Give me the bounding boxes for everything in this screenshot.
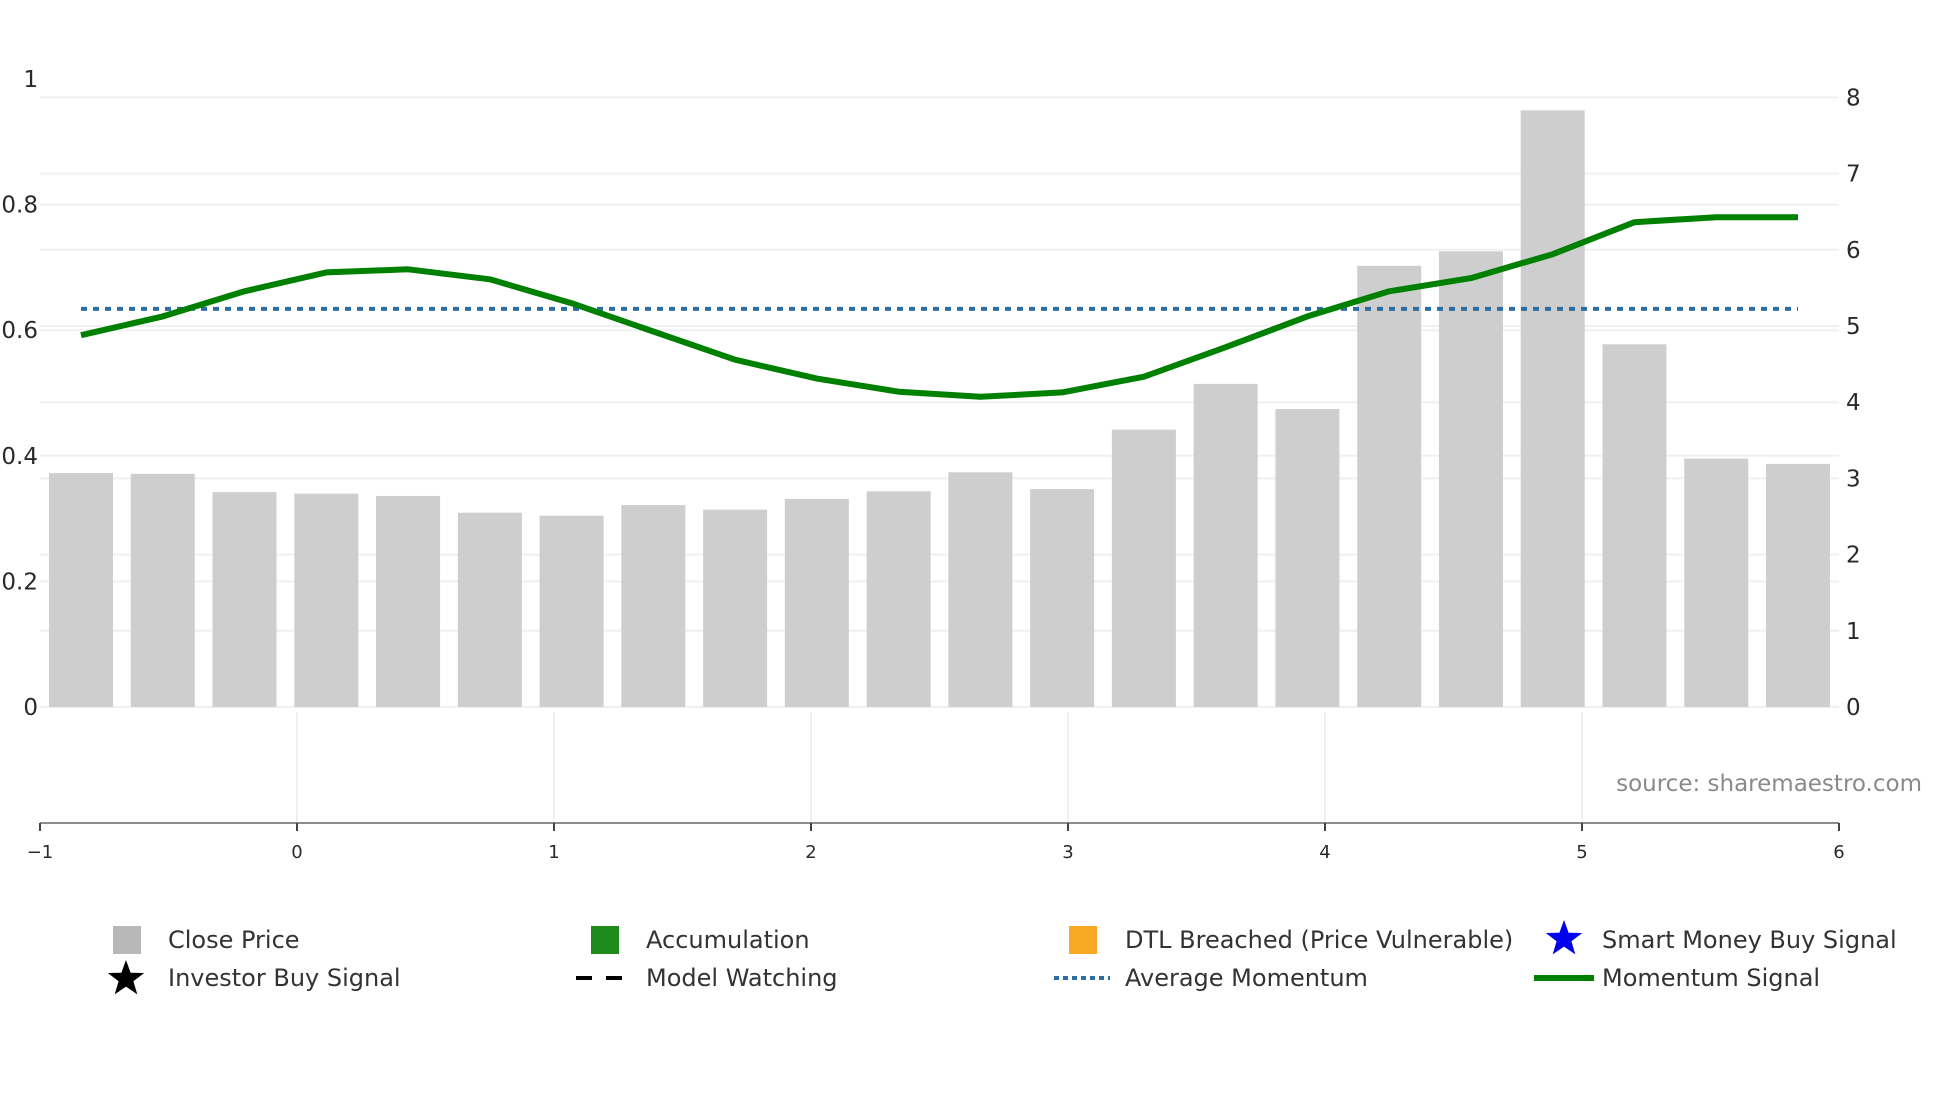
close-price-bar (130, 473, 195, 707)
x-axis-tick-label: 0 (291, 842, 302, 863)
left-axis-tick-label: 0.4 (1, 444, 38, 470)
close-price-bar (1438, 251, 1503, 707)
close-price-bar (784, 498, 849, 707)
legend-item-smart-money-buy-signal[interactable]: Smart Money Buy Signal (1544, 920, 1944, 958)
momentum-signal-line (80, 214, 1798, 400)
legend-item-average-momentum[interactable]: Average Momentum (1050, 960, 1410, 996)
x-axis-gridlines (296, 712, 1583, 823)
dtl-breached-swatch-icon (1069, 926, 1097, 954)
right-axis-tick-label: 2 (1846, 543, 1861, 569)
x-axis-tick-label: 3 (1062, 842, 1073, 863)
dashed-line-icon (576, 976, 632, 980)
left-axis-tick-label: 0.2 (1, 569, 38, 595)
legend-item-dtl-breached[interactable]: DTL Breached (Price Vulnerable) (1064, 922, 1524, 958)
left-axis-tick-label: 1 (23, 67, 38, 93)
left-axis-tick-label: 0 (23, 695, 38, 721)
legend-item-investor-buy-signal[interactable]: Investor Buy Signal (106, 960, 426, 996)
blue-star-icon (1545, 920, 1583, 955)
legend-item-accumulation[interactable]: Accumulation (586, 922, 886, 958)
close-price-bar (866, 491, 931, 707)
legend-label: Close Price (168, 926, 300, 954)
close-price-bar (457, 512, 522, 707)
close-price-bar (1357, 265, 1422, 707)
right-axis-tick-label: 7 (1846, 162, 1861, 188)
close-price-bar (703, 509, 768, 707)
close-price-bars (49, 110, 1830, 707)
legend-label: Momentum Signal (1602, 964, 1821, 992)
accumulation-swatch-icon (591, 926, 619, 954)
right-axis-tick-label: 5 (1846, 314, 1861, 340)
close-price-bar (1602, 344, 1667, 707)
right-axis-tick-label: 6 (1846, 238, 1861, 264)
x-axis-tick-label: 6 (1833, 842, 1844, 863)
dotted-line-icon (1054, 976, 1110, 980)
black-star-icon (107, 960, 145, 995)
x-axis-tick-label: −1 (27, 842, 54, 863)
legend-label: Average Momentum (1125, 964, 1368, 992)
right-axis-tick-label: 1 (1846, 619, 1861, 645)
right-axis-tick-label: 3 (1846, 466, 1861, 492)
legend-label: Investor Buy Signal (168, 964, 401, 992)
left-axis-tick-label: 0.6 (1, 318, 38, 344)
left-axis-tick-label: 0.8 (1, 193, 38, 219)
close-price-bar (1030, 489, 1095, 707)
close-price-bar (376, 495, 441, 707)
legend-item-close-price[interactable]: Close Price (110, 922, 410, 958)
close-price-bar (1275, 409, 1340, 707)
legend-item-model-watching[interactable]: Model Watching (572, 960, 892, 996)
legend-label: Model Watching (646, 964, 838, 992)
close-price-bar (212, 492, 277, 707)
close-price-bar (1766, 463, 1830, 707)
momentum-signal-path (80, 214, 1798, 400)
close-price-bar (49, 473, 113, 707)
close-price-bar (1684, 458, 1749, 707)
close-price-bar (539, 515, 604, 707)
x-axis-tick-label: 4 (1319, 842, 1330, 863)
x-axis-tick-label: 2 (805, 842, 816, 863)
close-price-swatch-icon (113, 926, 141, 954)
close-price-bar (1520, 110, 1585, 707)
close-price-bar (1111, 429, 1176, 707)
right-y-axis-labels: 0 1 2 3 4 5 6 7 8 (1846, 85, 1861, 721)
right-axis-tick-label: 0 (1846, 695, 1861, 721)
x-axis: −1 0 1 2 3 4 5 6 (27, 822, 1845, 863)
left-y-axis-labels: 0 0.2 0.4 0.6 0.8 1 (1, 67, 38, 721)
legend-label: DTL Breached (Price Vulnerable) (1125, 926, 1514, 954)
close-price-bar (621, 505, 686, 707)
right-axis-tick-label: 4 (1846, 390, 1861, 416)
close-price-bar (1193, 383, 1258, 707)
solid-line-icon (1534, 975, 1594, 981)
close-price-bar (294, 493, 359, 707)
x-axis-tick-label: 1 (548, 842, 559, 863)
close-price-bar (948, 472, 1013, 707)
right-axis-tick-label: 8 (1846, 85, 1861, 111)
legend-item-momentum-signal[interactable]: Momentum Signal (1530, 960, 1890, 996)
legend-label: Accumulation (646, 926, 810, 954)
legend-label: Smart Money Buy Signal (1602, 926, 1897, 954)
source-watermark: source: sharemaestro.com (1616, 771, 1922, 797)
x-axis-tick-label: 5 (1576, 842, 1587, 863)
